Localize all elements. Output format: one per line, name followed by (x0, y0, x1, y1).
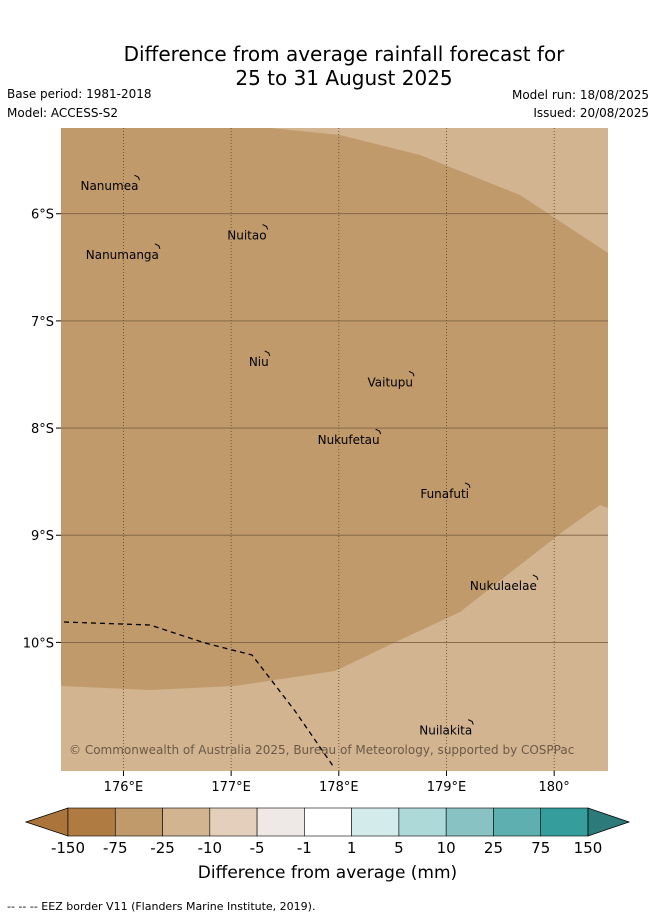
island-shape (468, 719, 474, 725)
colorbar-tick-label: 5 (394, 839, 404, 857)
map-title: Difference from average rainfall forecas… (0, 42, 655, 90)
island-shape (134, 174, 140, 181)
dark-brown-region (61, 128, 608, 690)
colorbar-tick-label: 150 (574, 839, 603, 857)
lat-tick-label: 8°S (31, 422, 54, 437)
colorbar-title: Difference from average (mm) (197, 863, 458, 883)
island-label: Nanumanga (86, 248, 159, 262)
model-run: Model run: 18/08/2025 (511, 88, 649, 102)
copyright-notice: © Commonwealth of Australia 2025, Bureau… (69, 743, 574, 757)
island-shape (154, 243, 161, 249)
island-shape (262, 224, 269, 230)
colorbar-swatch (398, 807, 447, 837)
island-label: Nukufetau (318, 433, 380, 447)
colorbar-swatch (67, 807, 116, 837)
colorbar-extend-high (587, 807, 631, 837)
map-area: Nanumea Nuitao Nanumanga Niu Vaitupu Nukufeta… (61, 128, 608, 771)
colorbar-swatch (351, 807, 400, 837)
colorbar-tick-label: -5 (250, 839, 265, 857)
island-label: Nukulaelae (470, 579, 537, 593)
title-line-2: 25 to 31 August 2025 (235, 66, 453, 90)
gridlines (61, 128, 608, 771)
lat-tick-label: 7°S (31, 315, 54, 330)
issued-date: Issued: 20/08/2025 (533, 106, 649, 120)
island-label: Nanumea (80, 179, 138, 193)
eez-border (63, 621, 334, 767)
lat-tick-label: 10°S (23, 636, 54, 651)
longitude-labels: 176°E 177°E 178°E 179°E 180° (104, 771, 570, 795)
colorbar-extend-low (24, 807, 69, 837)
colorbar-tick-label: 1 (347, 839, 357, 857)
island-shape (264, 350, 271, 357)
colorbar-tick-label: 25 (484, 839, 503, 857)
island-shape (375, 428, 382, 435)
colorbar-swatch (304, 807, 352, 837)
lon-tick-label: 179°E (427, 780, 467, 795)
islands-layer: Nanumea Nuitao Nanumanga Niu Vaitupu Nukufeta… (80, 174, 539, 738)
island-shape (464, 482, 471, 488)
colorbar-swatch (209, 807, 258, 837)
base-period: Base period: 1981-2018 (7, 87, 152, 101)
title-line-1: Difference from average rainfall forecas… (123, 42, 565, 66)
island-label: Vaitupu (368, 375, 414, 389)
island-label: Niu (249, 355, 269, 369)
lat-tick-label: 6°S (31, 208, 54, 223)
latitude-labels: 6°S 7°S 8°S 9°S 10°S (23, 208, 61, 651)
lon-tick-label: 180° (538, 780, 569, 795)
colorbar: -150 -75 -25 -10 -5 -1 1 5 10 25 75 150 (24, 807, 631, 857)
colorbar-tick-label: 10 (437, 839, 456, 857)
island-label: Nuilakita (419, 724, 472, 738)
colorbar-tick-label: -1 (297, 839, 312, 857)
model-name: Model: ACCESS-S2 (7, 106, 119, 120)
colorbar-tick-label: -75 (103, 839, 128, 857)
island-label: Nuitao (227, 229, 266, 243)
colorbar-tick-label: 75 (531, 839, 550, 857)
lon-tick-label: 178°E (319, 780, 359, 795)
eez-footnote: -- -- -- EEZ border V11 (Flanders Marine… (7, 900, 316, 913)
colorbar-swatch (162, 807, 211, 837)
island-shape (408, 370, 415, 377)
lat-tick-label: 9°S (31, 529, 54, 544)
colorbar-swatch (493, 807, 542, 837)
colorbar-tick-label: -150 (51, 839, 85, 857)
colorbar-swatch (114, 807, 163, 837)
colorbar-swatch (540, 807, 589, 837)
lon-tick-label: 177°E (211, 780, 251, 795)
island-label: Funafuti (420, 487, 469, 501)
colorbar-swatch (256, 807, 305, 837)
island-shape (532, 574, 539, 581)
colorbar-tick-label: -10 (198, 839, 223, 857)
lon-tick-label: 176°E (104, 780, 144, 795)
colorbar-tick-label: -25 (150, 839, 175, 857)
colorbar-swatch (445, 807, 494, 837)
